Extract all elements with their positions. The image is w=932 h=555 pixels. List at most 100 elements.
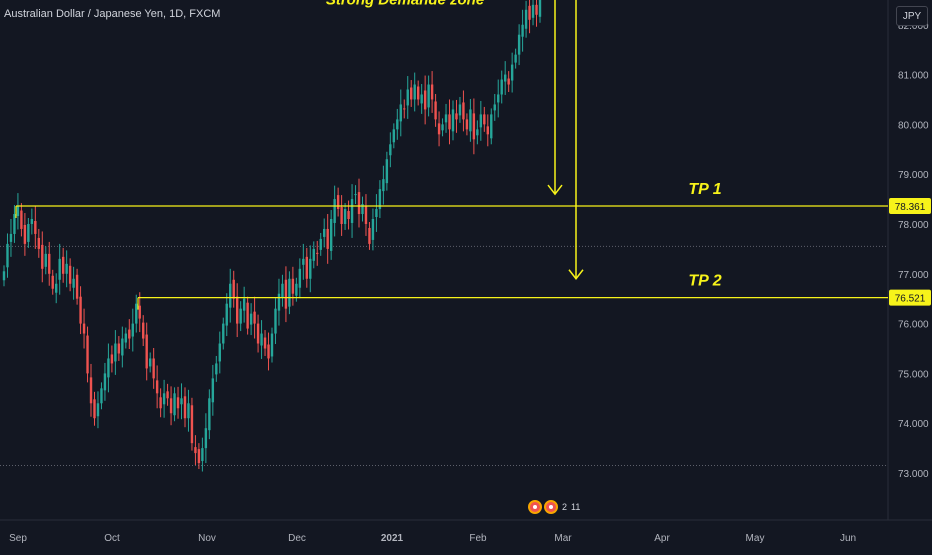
- candle-body: [65, 263, 68, 274]
- candle-body: [239, 308, 242, 324]
- economic-events[interactable]: 2 11: [528, 500, 580, 514]
- candle-body: [222, 323, 225, 344]
- candle-body: [75, 274, 79, 299]
- candle-body: [166, 391, 169, 399]
- candle-body: [20, 210, 23, 229]
- candle-body: [291, 278, 295, 294]
- symbol-title: Australian Dollar / Japanese Yen, 1D, FX…: [4, 8, 221, 20]
- y-tick-label: 74.000: [898, 419, 929, 430]
- candle-body: [117, 343, 121, 354]
- currency-button[interactable]: JPY: [896, 6, 928, 26]
- y-tick-label: 82.000: [898, 21, 929, 32]
- candle-body: [423, 90, 427, 110]
- candle-body: [528, 5, 531, 20]
- candle-body: [100, 388, 103, 404]
- candle-body: [68, 265, 72, 284]
- price-tag: [889, 289, 931, 306]
- candle-body: [410, 87, 413, 100]
- x-tick-label: Dec: [288, 533, 306, 544]
- event-flag-icon[interactable]: [528, 500, 542, 514]
- candle-body: [256, 323, 260, 344]
- candle-body: [288, 278, 291, 307]
- candle-body: [469, 109, 472, 132]
- candle-body: [110, 354, 114, 364]
- candle-body: [434, 101, 437, 120]
- candle-body: [215, 363, 218, 375]
- candle-body: [6, 243, 9, 268]
- candle-body: [284, 279, 288, 309]
- y-tick-label: 78.000: [898, 220, 929, 231]
- candle-body: [531, 4, 535, 18]
- candle-body: [135, 303, 138, 324]
- candle-body: [437, 123, 441, 135]
- y-tick-label: 80.000: [898, 120, 929, 131]
- candle-body: [326, 228, 329, 249]
- candle-body: [79, 296, 82, 324]
- candle-body: [155, 380, 159, 394]
- candle-body: [493, 104, 496, 111]
- candle-body: [30, 219, 34, 224]
- candle-body: [375, 209, 378, 218]
- candle-body: [500, 79, 503, 95]
- candle-body: [382, 179, 385, 192]
- candle-body: [208, 398, 211, 431]
- candle-body: [354, 194, 357, 196]
- event-extra: 11: [571, 502, 581, 512]
- candle-body: [340, 207, 343, 224]
- candle-body: [16, 206, 20, 217]
- candle-body: [458, 104, 462, 116]
- candle-body: [524, 9, 528, 29]
- candle-body: [44, 253, 47, 267]
- candle-body: [302, 258, 305, 265]
- candle-body: [535, 4, 538, 15]
- tp-label: TP 2: [688, 273, 721, 290]
- candle-body: [364, 206, 368, 224]
- candle-body: [121, 338, 124, 356]
- candle-body: [413, 84, 416, 100]
- candle-body: [357, 192, 361, 215]
- candle-body: [312, 248, 315, 261]
- y-tick-label: 77.000: [898, 270, 929, 281]
- candle-body: [41, 244, 44, 269]
- candle-body: [430, 84, 434, 100]
- candle-body: [479, 114, 483, 128]
- candle-body: [378, 189, 382, 210]
- candle-body: [462, 102, 465, 120]
- candle-body: [260, 333, 263, 346]
- candle-body: [483, 114, 486, 125]
- candle-body: [510, 64, 514, 81]
- candle-body: [392, 129, 396, 143]
- candle-body: [295, 283, 298, 296]
- candle-body: [246, 302, 249, 329]
- candle-body: [173, 393, 176, 416]
- candle-body: [309, 258, 312, 279]
- candle-body: [507, 78, 510, 85]
- x-tick-label: Apr: [654, 533, 670, 544]
- candle-body: [194, 447, 197, 454]
- candle-body: [124, 333, 128, 343]
- candle-body: [242, 298, 246, 311]
- candle-body: [503, 74, 507, 82]
- candle-body: [329, 219, 333, 251]
- candle-body: [396, 119, 399, 130]
- candle-body: [323, 228, 326, 237]
- candle-body: [93, 399, 96, 419]
- y-tick-label: 73.000: [898, 469, 929, 480]
- candle-body: [371, 219, 375, 240]
- x-tick-label: 2021: [381, 533, 404, 544]
- candle-body: [274, 308, 277, 334]
- candle-body: [385, 159, 389, 184]
- candle-body: [389, 144, 392, 156]
- candle-body: [455, 113, 458, 120]
- event-flag-icon-2[interactable]: [544, 500, 558, 514]
- y-tick-label: 75.000: [898, 369, 929, 380]
- candle-body: [451, 109, 455, 132]
- candle-body: [249, 313, 253, 325]
- zone-label: Strong Demande zone: [326, 0, 484, 9]
- candle-body: [9, 233, 13, 242]
- candle-body: [333, 199, 336, 223]
- candle-body: [61, 256, 65, 274]
- candle-body: [183, 396, 187, 419]
